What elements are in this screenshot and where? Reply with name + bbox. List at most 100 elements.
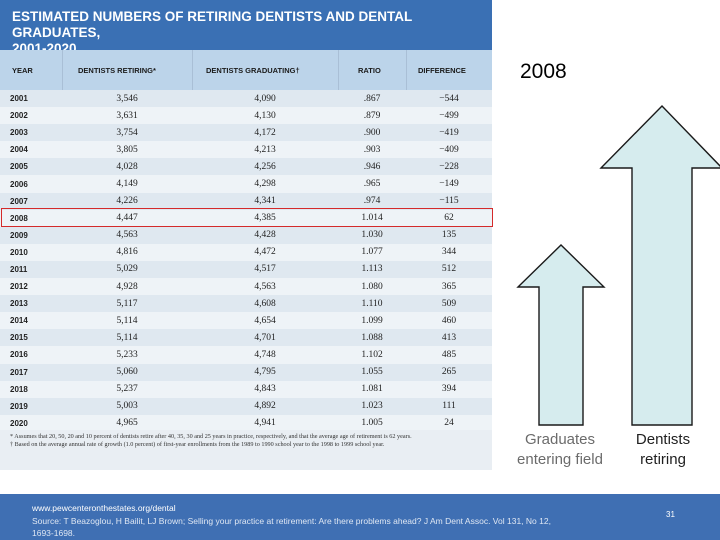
difference-cell: 512: [441, 264, 457, 275]
graduating-cell: 4,608: [254, 298, 276, 309]
year-cell: 2013: [10, 299, 28, 309]
retiring-arrow: [599, 104, 720, 426]
ratio-cell: 1.102: [361, 349, 383, 360]
difference-cell: −228: [439, 161, 459, 172]
retiring-cell: 5,029: [116, 264, 138, 275]
retiring-cell: 3,546: [116, 93, 138, 104]
graduating-cell: 4,795: [254, 367, 276, 378]
graduating-cell: 4,472: [254, 247, 276, 258]
table-row: 2016 5,233 4,748 1.102 485: [0, 346, 492, 364]
retiring-cell: 4,447: [116, 213, 138, 224]
table-row: 2004 3,805 4,213 .903 −409: [0, 141, 492, 159]
highlight-2008-row-box: [1, 208, 493, 227]
retiring-cell: 5,060: [116, 367, 138, 378]
year-cell: 2004: [10, 145, 28, 155]
graduating-cell: 4,298: [254, 179, 276, 190]
retiring-cell: 3,631: [116, 110, 138, 121]
table-row: 2012 4,928 4,563 1.080 365: [0, 278, 492, 296]
graduating-cell: 4,130: [254, 110, 276, 121]
table-title-line1: ESTIMATED NUMBERS OF RETIRING DENTISTS A…: [12, 9, 413, 40]
graduates-arrow-label: Graduates entering field: [500, 430, 620, 470]
highlight-year-label: 2008: [520, 60, 567, 83]
retiring-cell: 4,928: [116, 281, 138, 292]
graduating-cell: 4,213: [254, 144, 276, 155]
retiring-cell: 4,816: [116, 247, 138, 258]
difference-cell: −544: [439, 93, 459, 104]
retiring-cell: 5,233: [116, 349, 138, 360]
retiring-cell: 5,237: [116, 384, 138, 395]
retiring-label-line1: Dentists: [635, 431, 691, 448]
table-row: 2007 4,226 4,341 .974 −115: [0, 192, 492, 210]
table-footnotes: * Assumes that 20, 50, 20 and 10 percent…: [0, 430, 492, 470]
difference-cell: 24: [444, 418, 454, 429]
year-cell: 2009: [10, 230, 28, 240]
difference-cell: 460: [441, 315, 457, 326]
retiring-cell: 3,754: [116, 127, 138, 138]
table-row: 2002 3,631 4,130 .879 −499: [0, 107, 492, 125]
retiring-cell: 5,114: [116, 315, 138, 326]
table-row: 2009 4,563 4,428 1.030 135: [0, 226, 492, 244]
difference-cell: −499: [439, 110, 459, 121]
header-year: YEAR: [12, 65, 33, 75]
table-row: 2010 4,816 4,472 1.077 344: [0, 243, 492, 261]
graduating-cell: 4,654: [254, 315, 276, 326]
table-row: 2003 3,754 4,172 .900 −419: [0, 124, 492, 142]
table-row: 2020 4,965 4,941 1.005 24: [0, 414, 492, 432]
graduating-cell: 4,172: [254, 127, 276, 138]
retiring-cell: 5,114: [116, 332, 138, 343]
header-graduating: DENTISTS GRADUATING†: [206, 65, 300, 75]
table-row: 2018 5,237 4,843 1.081 394: [0, 380, 492, 398]
graduating-cell: 4,385: [254, 213, 276, 224]
retiring-cell: 5,003: [116, 401, 138, 412]
year-cell: 2008: [10, 213, 28, 223]
year-cell: 2012: [10, 282, 28, 292]
difference-cell: −409: [439, 144, 459, 155]
difference-cell: 111: [442, 401, 456, 412]
ratio-cell: 1.023: [361, 401, 383, 412]
difference-cell: 509: [441, 298, 457, 309]
retiring-cell: 4,149: [116, 179, 138, 190]
source-url-link[interactable]: www.pewcenteronthestates.org/dental: [32, 503, 176, 513]
difference-cell: 413: [441, 332, 457, 343]
source-citation: Source: T Beazoglou, H Bailit, LJ Brown;…: [32, 516, 551, 538]
ratio-cell: 1.014: [361, 213, 383, 224]
footnote-1: * Assumes that 20, 50, 20 and 10 percent…: [10, 433, 412, 440]
year-cell: 2017: [10, 367, 28, 377]
ratio-cell: 1.081: [361, 384, 383, 395]
difference-cell: 135: [441, 230, 457, 241]
year-cell: 2002: [10, 111, 28, 121]
table-row: 2006 4,149 4,298 .965 −149: [0, 175, 492, 193]
header-difference: DIFFERENCE: [418, 65, 466, 75]
difference-cell: 394: [441, 384, 457, 395]
year-cell: 2016: [10, 350, 28, 360]
ratio-cell: 1.030: [361, 230, 383, 241]
ratio-cell: .900: [363, 127, 381, 138]
ratio-cell: .867: [363, 93, 381, 104]
graduates-label-line1: Graduates: [524, 431, 596, 448]
ratio-cell: 1.055: [361, 367, 383, 378]
difference-cell: 344: [441, 247, 457, 258]
year-cell: 2007: [10, 196, 28, 206]
ratio-cell: 1.005: [361, 418, 383, 429]
table-title: ESTIMATED NUMBERS OF RETIRING DENTISTS A…: [0, 0, 492, 56]
graduating-cell: 4,701: [254, 332, 276, 343]
retiring-cell: 5,117: [116, 298, 138, 309]
table-header-row: YEAR DENTISTS RETIRING* DENTISTS GRADUAT…: [0, 50, 492, 90]
year-cell: 2003: [10, 128, 28, 138]
year-cell: 2014: [10, 316, 28, 326]
difference-cell: 265: [441, 367, 457, 378]
difference-cell: 62: [444, 213, 454, 224]
graduating-cell: 4,090: [254, 93, 276, 104]
table-row: 2011 5,029 4,517 1.113 512: [0, 260, 492, 279]
year-cell: 2019: [10, 401, 28, 411]
table-row: 2019 5,003 4,892 1.023 111: [0, 397, 492, 415]
difference-cell: 365: [441, 281, 457, 292]
graduating-cell: 4,428: [254, 230, 276, 241]
year-cell: 2018: [10, 384, 28, 394]
year-cell: 2010: [10, 247, 28, 257]
table-row: 2017 5,060 4,795 1.055 265: [0, 363, 492, 381]
ratio-cell: .879: [363, 110, 381, 121]
ratio-cell: 1.077: [361, 247, 383, 258]
difference-cell: −115: [439, 196, 459, 207]
